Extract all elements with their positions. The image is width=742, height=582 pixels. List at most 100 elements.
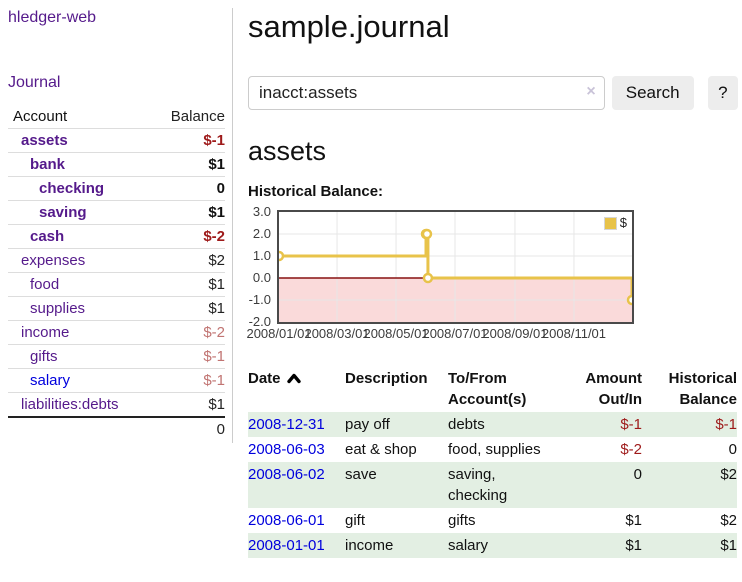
- account-row: saving $1: [8, 200, 225, 225]
- account-link-salary[interactable]: salary: [30, 372, 71, 389]
- account-link-liabilities-debts[interactable]: liabilities:debts: [21, 396, 119, 413]
- account-row: income $-2: [8, 320, 225, 345]
- account-row: salary $-1: [8, 368, 225, 393]
- account-balance: $1: [153, 200, 225, 225]
- register-col-date: Date: [248, 370, 281, 387]
- sidebar-item-journal[interactable]: Journal: [8, 74, 61, 91]
- y-tick-label: 2.0: [252, 226, 271, 241]
- legend-label: $: [619, 215, 627, 230]
- transaction-amount: $-1: [620, 416, 642, 433]
- chart-legend: $: [601, 215, 629, 231]
- account-balance: $1: [153, 392, 225, 418]
- accounts-col-account: Account: [8, 105, 154, 129]
- account-link-bank[interactable]: bank: [30, 156, 66, 173]
- y-tick-label: -2.0: [248, 314, 271, 329]
- account-link-saving[interactable]: saving: [39, 204, 87, 221]
- transaction-date-link[interactable]: 2008-06-03: [248, 441, 325, 458]
- transaction-date-link[interactable]: 2008-01-01: [248, 537, 325, 554]
- account-row: supplies $1: [8, 296, 225, 321]
- transaction-amount: $1: [625, 537, 642, 554]
- transaction-amount: $1: [625, 512, 642, 529]
- account-row: liabilities:debts $1: [8, 392, 225, 418]
- account-row: checking 0: [8, 176, 225, 201]
- transaction-accounts: food, supplies: [448, 441, 541, 458]
- account-row: bank $1: [8, 152, 225, 177]
- x-tick-label: 2008/09/01: [482, 326, 548, 341]
- search-help-button[interactable]: ?: [707, 76, 738, 110]
- register-col-amount: Amount Out/In: [585, 370, 642, 408]
- account-balance: 0: [153, 176, 225, 201]
- account-link-assets[interactable]: assets: [21, 132, 68, 149]
- transaction-accounts: salary: [448, 537, 489, 554]
- transaction-description: income: [345, 537, 394, 554]
- x-tick-label: 2008/11/01: [541, 326, 607, 341]
- search-button[interactable]: Search: [611, 76, 694, 110]
- transaction-description: eat & shop: [345, 441, 417, 458]
- transaction-amount: 0: [633, 466, 642, 483]
- account-row: gifts $-1: [8, 344, 225, 369]
- register-col-balance: Historical Balance: [668, 370, 737, 408]
- legend-swatch: [603, 216, 617, 230]
- account-link-food[interactable]: food: [30, 276, 60, 293]
- register-col-description: Description: [345, 370, 428, 387]
- account-balance: $2: [153, 248, 225, 273]
- account-row: expenses $2: [8, 248, 225, 273]
- chart-x-axis-labels: 2008/01/01 2008/03/01 2008/05/01 2008/07/01…: [246, 324, 738, 344]
- chart-y-axis-labels: 3.0 2.0 1.0 0.0 -1.0 -2.0: [248, 205, 277, 329]
- account-row: cash $-2: [8, 224, 225, 249]
- account-link-checking[interactable]: checking: [39, 180, 105, 197]
- transaction-balance: $2: [720, 512, 737, 529]
- account-balance: $-2: [153, 224, 225, 249]
- transaction-date-link[interactable]: 2008-06-01: [248, 512, 325, 529]
- account-balance: $-2: [153, 320, 225, 345]
- sort-ascending-icon: [286, 373, 301, 384]
- accounts-header-row: Account Balance: [8, 105, 225, 129]
- register-row: 2008-06-01 gift gifts $1 $2: [248, 508, 737, 533]
- page: hledger-web Journal Account Balance asse…: [8, 8, 742, 558]
- account-link-supplies[interactable]: supplies: [30, 300, 86, 317]
- transaction-description: save: [345, 466, 377, 483]
- app-title-link[interactable]: hledger-web: [8, 9, 97, 26]
- account-link-expenses[interactable]: expenses: [21, 252, 86, 269]
- register-table: Date Description To/From Account(s) Amou…: [248, 366, 737, 558]
- account-balance: $-1: [153, 344, 225, 369]
- account-row: assets $-1: [8, 128, 225, 153]
- account-link-cash[interactable]: cash: [30, 228, 65, 245]
- account-link-gifts[interactable]: gifts: [30, 348, 58, 365]
- chart-heading: Historical Balance:: [248, 183, 384, 200]
- search-input[interactable]: [248, 76, 605, 110]
- accounts-total-row: 0: [8, 417, 225, 441]
- account-balance: $-1: [153, 128, 225, 153]
- x-tick-label: 2008/07/01: [422, 326, 488, 341]
- account-balance: $1: [153, 272, 225, 297]
- account-balance: $-1: [153, 368, 225, 393]
- clear-search-icon[interactable]: ×: [586, 83, 596, 100]
- accounts-total-value: 0: [216, 421, 225, 438]
- search-form: × Search ?: [248, 76, 738, 110]
- register-row: 2008-01-01 income salary $1 $1: [248, 533, 737, 558]
- transaction-balance: 0: [728, 441, 737, 458]
- main-content: sample.journal × Search ? assets Histori…: [246, 8, 738, 558]
- register-row: 2008-12-31 pay off debts $-1 $-1: [248, 412, 737, 437]
- account-link-income[interactable]: income: [21, 324, 70, 341]
- historical-balance-chart: 3.0 2.0 1.0 0.0 -1.0 -2.0 $ 2008/01/01 2008/03…: [246, 205, 738, 344]
- transaction-date-link[interactable]: 2008-06-02: [248, 466, 325, 483]
- y-tick-label: 0.0: [252, 270, 271, 285]
- chart-plot-area: $: [277, 210, 634, 324]
- register-row: 2008-06-02 save saving, checking 0 $2: [248, 462, 737, 508]
- page-title: sample.journal: [248, 9, 450, 44]
- y-tick-label: 3.0: [252, 204, 271, 219]
- transaction-balance: $1: [720, 537, 737, 554]
- transaction-accounts: gifts: [448, 512, 476, 529]
- sort-by-date-header[interactable]: Date: [248, 368, 301, 389]
- sidebar: hledger-web Journal Account Balance asse…: [8, 8, 233, 443]
- account-balance: $1: [153, 152, 225, 177]
- transaction-amount: $-2: [620, 441, 642, 458]
- account-balance: $1: [153, 296, 225, 321]
- transaction-date-link[interactable]: 2008-12-31: [248, 416, 325, 433]
- x-tick-label: 2008/05/01: [363, 326, 429, 341]
- account-row: food $1: [8, 272, 225, 297]
- register-header-row: Date Description To/From Account(s) Amou…: [248, 366, 737, 412]
- accounts-table: Account Balance assets $-1 bank $1 check…: [8, 105, 225, 441]
- account-heading: assets: [248, 136, 327, 166]
